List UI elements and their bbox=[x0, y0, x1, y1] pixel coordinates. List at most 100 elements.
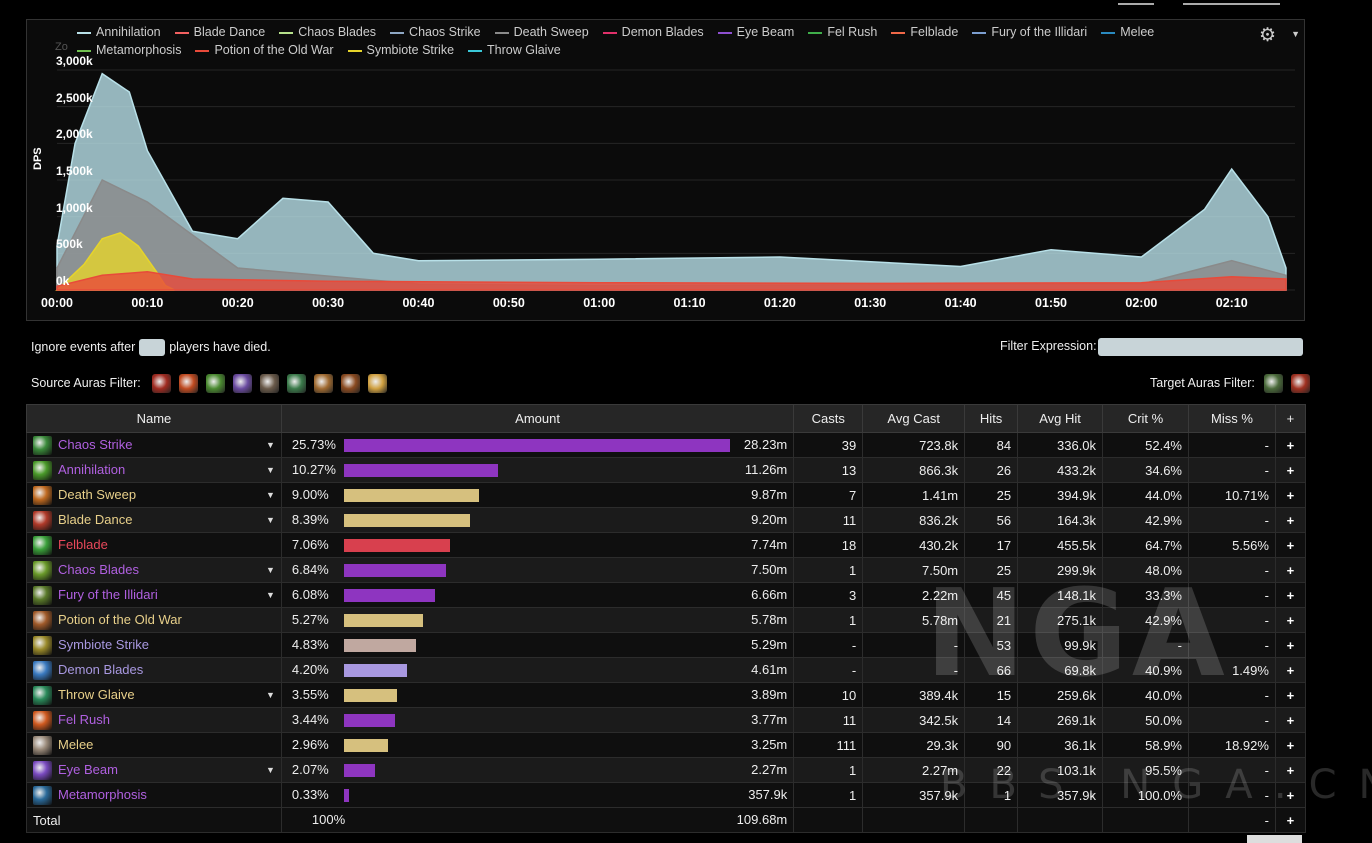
legend-item[interactable]: Chaos Blades bbox=[279, 23, 376, 41]
header-casts[interactable]: Casts bbox=[793, 404, 864, 433]
source-aura-icon[interactable] bbox=[179, 374, 199, 393]
row-plus-button[interactable]: + bbox=[1274, 532, 1307, 558]
spell-name-cell[interactable]: Demon Blades bbox=[26, 657, 282, 683]
expand-caret-icon[interactable]: ▼ bbox=[265, 565, 275, 575]
gear-icon[interactable]: ⚙ bbox=[1258, 25, 1276, 46]
legend-item[interactable]: Melee bbox=[1101, 23, 1154, 41]
bottom-button[interactable] bbox=[1247, 835, 1302, 843]
spell-name-cell[interactable]: Fel Rush bbox=[26, 707, 282, 733]
table-row[interactable]: Throw Glaive ▼ 3.55% 3.89m 10 389.4k 15 259.6k 4… bbox=[26, 682, 1307, 708]
header-avg-cast[interactable]: Avg Cast bbox=[862, 404, 966, 433]
row-plus-button[interactable]: + bbox=[1274, 557, 1307, 583]
total-plus-button[interactable]: + bbox=[1274, 807, 1307, 833]
row-plus-button[interactable]: + bbox=[1274, 582, 1307, 608]
spell-name[interactable]: Fel Rush bbox=[58, 711, 111, 727]
legend-item[interactable]: Symbiote Strike bbox=[347, 41, 454, 59]
header-crit[interactable]: Crit % bbox=[1102, 404, 1189, 433]
row-plus-button[interactable]: + bbox=[1274, 782, 1307, 808]
legend-item[interactable]: Eye Beam bbox=[717, 23, 794, 41]
header-avg-hit[interactable]: Avg Hit bbox=[1017, 404, 1104, 433]
target-aura-icon[interactable] bbox=[1264, 374, 1284, 393]
expand-caret-icon[interactable]: ▼ bbox=[265, 515, 275, 525]
chart-legend[interactable]: Annihilation Blade Dance Chaos Blades Chaos… bbox=[77, 23, 1277, 59]
spell-name[interactable]: Fury of the Illidari bbox=[58, 586, 158, 602]
spell-name[interactable]: Annihilation bbox=[58, 461, 126, 477]
legend-item[interactable]: Annihilation bbox=[77, 23, 161, 41]
expand-caret-icon[interactable]: ▼ bbox=[265, 490, 275, 500]
spell-name-cell[interactable]: Chaos Strike ▼ bbox=[26, 432, 282, 458]
spell-name[interactable]: Felblade bbox=[58, 536, 108, 552]
source-aura-icon[interactable] bbox=[152, 374, 172, 393]
header-hits[interactable]: Hits bbox=[964, 404, 1019, 433]
legend-item[interactable]: Fel Rush bbox=[808, 23, 877, 41]
row-plus-button[interactable]: + bbox=[1274, 507, 1307, 533]
legend-item[interactable]: Death Sweep bbox=[494, 23, 589, 41]
legend-item[interactable]: Metamorphosis bbox=[77, 41, 181, 59]
spell-name-cell[interactable]: Eye Beam ▼ bbox=[26, 757, 282, 783]
spell-name-cell[interactable]: Melee bbox=[26, 732, 282, 758]
row-plus-button[interactable]: + bbox=[1274, 682, 1307, 708]
source-aura-icon[interactable] bbox=[341, 374, 361, 393]
spell-name-cell[interactable]: Throw Glaive ▼ bbox=[26, 682, 282, 708]
table-row[interactable]: Felblade 7.06% 7.74m 18 430.2k 17 455.5k 64.7% 5… bbox=[26, 532, 1307, 558]
header-miss[interactable]: Miss % bbox=[1188, 404, 1276, 433]
table-row[interactable]: Potion of the Old War 5.27% 5.78m 1 5.78m 21 2… bbox=[26, 607, 1307, 633]
legend-item[interactable]: Fury of the Illidari bbox=[972, 23, 1087, 41]
source-aura-icon[interactable] bbox=[287, 374, 307, 393]
header-amount[interactable]: Amount bbox=[280, 404, 795, 433]
table-row[interactable]: Chaos Blades ▼ 6.84% 7.50m 1 7.50m 25 299.9k 48.… bbox=[26, 557, 1307, 583]
chevron-down-icon[interactable]: ▼ bbox=[1291, 29, 1300, 39]
spell-name[interactable]: Blade Dance bbox=[58, 511, 133, 527]
table-row[interactable]: Death Sweep ▼ 9.00% 9.87m 7 1.41m 25 394.9k 44.0… bbox=[26, 482, 1307, 508]
source-aura-icon[interactable] bbox=[314, 374, 334, 393]
spell-name-cell[interactable]: Metamorphosis bbox=[26, 782, 282, 808]
row-plus-button[interactable]: + bbox=[1274, 632, 1307, 658]
legend-item[interactable]: Blade Dance bbox=[174, 23, 265, 41]
spell-name[interactable]: Chaos Blades bbox=[58, 561, 139, 577]
area-series-annihilation[interactable] bbox=[56, 72, 1287, 291]
spell-name-cell[interactable]: Annihilation ▼ bbox=[26, 457, 282, 483]
spell-name[interactable]: Demon Blades bbox=[58, 661, 144, 677]
row-plus-button[interactable]: + bbox=[1274, 657, 1307, 683]
source-aura-icon[interactable] bbox=[206, 374, 226, 393]
target-aura-icon[interactable] bbox=[1291, 374, 1311, 393]
source-aura-icon[interactable] bbox=[260, 374, 280, 393]
expand-caret-icon[interactable]: ▼ bbox=[265, 765, 275, 775]
spell-name[interactable]: Death Sweep bbox=[58, 486, 137, 502]
filter-expression-input[interactable] bbox=[1098, 338, 1303, 356]
spell-name-cell[interactable]: Chaos Blades ▼ bbox=[26, 557, 282, 583]
table-row[interactable]: Annihilation ▼ 10.27% 11.26m 13 866.3k 26 433.2… bbox=[26, 457, 1307, 483]
table-row[interactable]: Chaos Strike ▼ 25.73% 28.23m 39 723.8k 84 336.0… bbox=[26, 432, 1307, 458]
spell-name-cell[interactable]: Blade Dance ▼ bbox=[26, 507, 282, 533]
legend-item[interactable]: Demon Blades bbox=[602, 23, 704, 41]
legend-item[interactable]: Felblade bbox=[891, 23, 958, 41]
spell-name[interactable]: Potion of the Old War bbox=[58, 611, 182, 627]
row-plus-button[interactable]: + bbox=[1274, 757, 1307, 783]
spell-name[interactable]: Metamorphosis bbox=[58, 786, 147, 802]
row-plus-button[interactable]: + bbox=[1274, 482, 1307, 508]
source-aura-icon[interactable] bbox=[368, 374, 388, 393]
spell-name[interactable]: Throw Glaive bbox=[58, 686, 135, 702]
area-series-potion-of-the-old-war[interactable] bbox=[56, 270, 1287, 291]
spell-name-cell[interactable]: Fury of the Illidari ▼ bbox=[26, 582, 282, 608]
spell-name[interactable]: Eye Beam bbox=[58, 761, 118, 777]
spell-name-cell[interactable]: Potion of the Old War bbox=[26, 607, 282, 633]
spell-name-cell[interactable]: Felblade bbox=[26, 532, 282, 558]
row-plus-button[interactable]: + bbox=[1274, 457, 1307, 483]
table-row[interactable]: Demon Blades 4.20% 4.61m - -66 69.8k 40.9% 1.49… bbox=[26, 657, 1307, 683]
row-plus-button[interactable]: + bbox=[1274, 432, 1307, 458]
table-row[interactable]: Blade Dance ▼ 8.39% 9.20m 11 836.2k 56 164.3k 42… bbox=[26, 507, 1307, 533]
table-row[interactable]: Melee 2.96% 3.25m 111 29.3k 90 36.1k 58.9% 18.92… bbox=[26, 732, 1307, 758]
spell-name[interactable]: Chaos Strike bbox=[58, 436, 133, 452]
header-add-column-button[interactable]: + bbox=[1274, 404, 1307, 433]
table-row[interactable]: Fel Rush 3.44% 3.77m 11 342.5k 14 269.1k 50.0% -… bbox=[26, 707, 1307, 733]
source-aura-icon[interactable] bbox=[233, 374, 253, 393]
dps-chart[interactable]: Zo Annihilation Blade Dance Chaos Blades Ch… bbox=[26, 19, 1305, 321]
table-row[interactable]: Symbiote Strike 4.83% 5.29m - -53 99.9k - - + bbox=[26, 632, 1307, 658]
expand-caret-icon[interactable]: ▼ bbox=[265, 440, 275, 450]
legend-item[interactable]: Potion of the Old War bbox=[195, 41, 334, 59]
spell-name-cell[interactable]: Death Sweep ▼ bbox=[26, 482, 282, 508]
row-plus-button[interactable]: + bbox=[1274, 707, 1307, 733]
row-plus-button[interactable]: + bbox=[1274, 607, 1307, 633]
spell-name[interactable]: Symbiote Strike bbox=[58, 636, 150, 652]
